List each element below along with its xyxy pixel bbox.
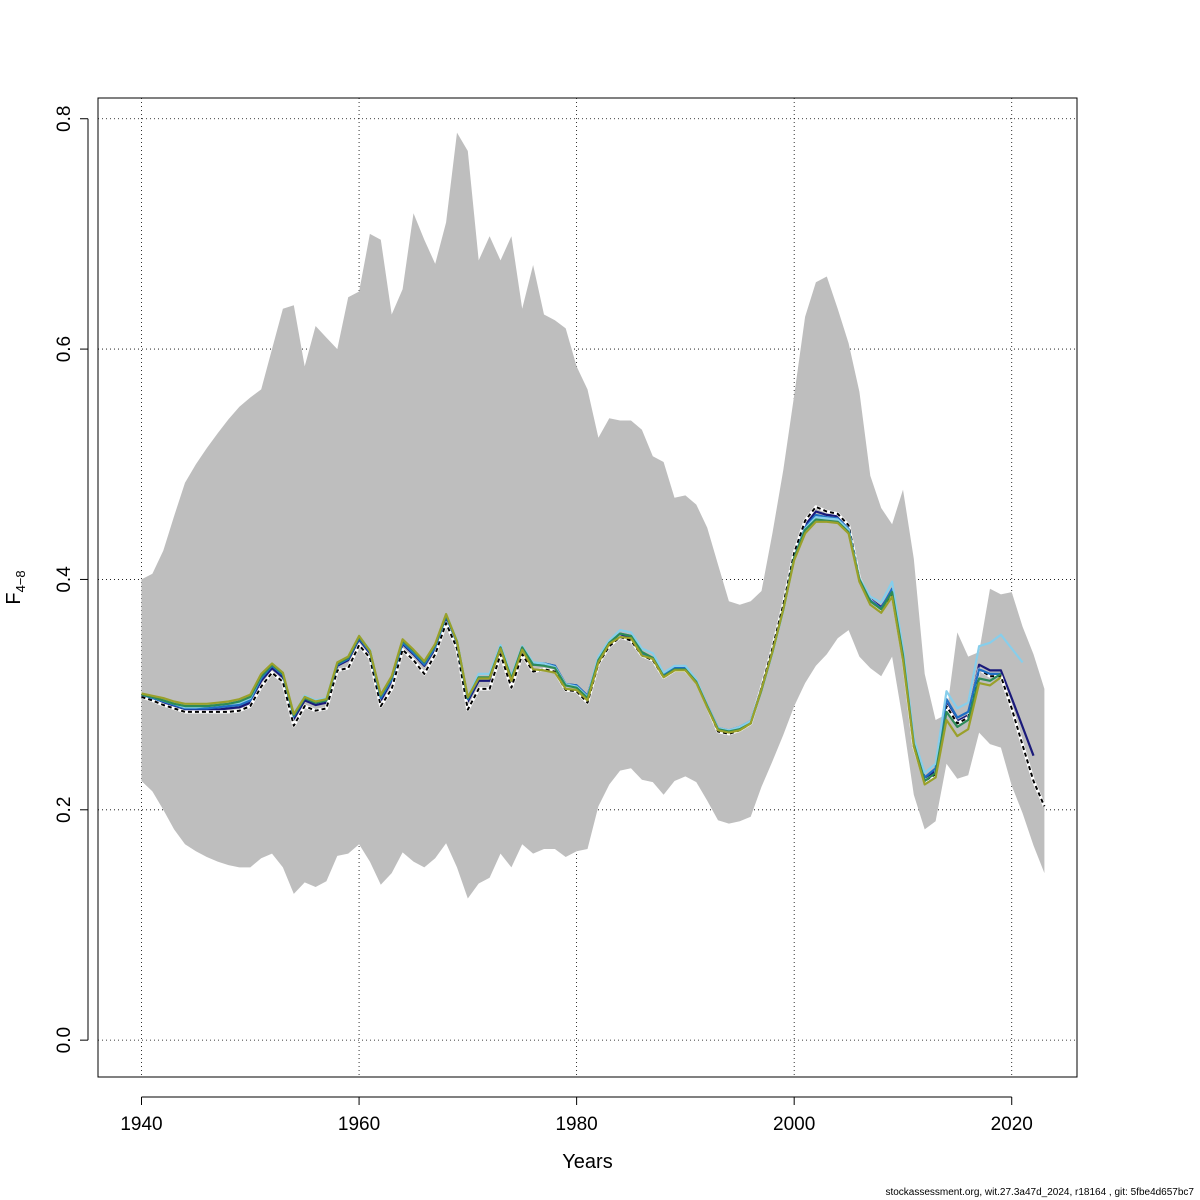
- y-tick-label-1: 0.2: [54, 797, 75, 823]
- y-tick-label-3: 0.6: [54, 336, 75, 362]
- x-tick-label-1: 1960: [338, 1114, 380, 1135]
- y-axis-title-subscript: 4−8: [13, 570, 28, 592]
- y-tick-label-2: 0.4: [54, 566, 75, 593]
- series-line-5: [141, 520, 1002, 786]
- series-lines-layer: [141, 505, 1046, 807]
- plot-frame: [97, 97, 1078, 1078]
- x-tick-label-0: 1940: [120, 1114, 162, 1135]
- x-tick-label-4: 2020: [991, 1114, 1033, 1135]
- axes: 1940 1960 1980 2000 2020 0.0 0.2 0.4 0.6 0.8: [54, 106, 1033, 1135]
- confidence-band-layer: [141, 132, 1045, 899]
- footer-credit: stockassessment.org, wit.27.3a47d_2024, …: [885, 1187, 1194, 1198]
- confidence-band: [141, 132, 1045, 899]
- y-axis-title-main: F: [3, 592, 25, 604]
- y-tick-label-0: 0.0: [54, 1027, 75, 1053]
- x-tick-label-2: 1980: [555, 1114, 597, 1135]
- y-axis-title: F4−8: [3, 570, 28, 604]
- y-tick-label-4: 0.8: [54, 106, 75, 132]
- x-axis-title: Years: [562, 1151, 612, 1173]
- x-tick-label-3: 2000: [773, 1114, 815, 1135]
